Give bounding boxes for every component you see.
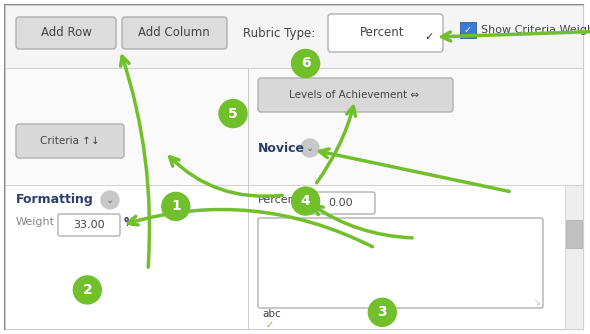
Text: Add Row: Add Row bbox=[41, 26, 91, 39]
Circle shape bbox=[73, 276, 101, 304]
Bar bbox=[248, 185, 249, 329]
Circle shape bbox=[219, 100, 247, 128]
Text: Weight: Weight bbox=[16, 217, 55, 227]
FancyBboxPatch shape bbox=[16, 124, 124, 158]
Text: ⌄: ⌄ bbox=[306, 143, 314, 153]
FancyBboxPatch shape bbox=[258, 218, 543, 308]
Text: 33.00: 33.00 bbox=[73, 220, 105, 230]
Bar bbox=[5, 185, 583, 186]
Bar bbox=[5, 68, 583, 185]
Text: abc: abc bbox=[262, 309, 281, 319]
Bar bbox=[460, 22, 476, 38]
Text: Add Column: Add Column bbox=[138, 26, 210, 39]
Circle shape bbox=[291, 49, 320, 77]
Text: 6: 6 bbox=[301, 56, 310, 70]
Bar bbox=[5, 5, 583, 68]
Text: ✓: ✓ bbox=[464, 25, 472, 35]
FancyBboxPatch shape bbox=[58, 214, 120, 236]
Bar bbox=[5, 68, 583, 69]
FancyBboxPatch shape bbox=[16, 17, 116, 49]
Text: ✓: ✓ bbox=[266, 320, 274, 330]
Text: Show Criteria Weight: Show Criteria Weight bbox=[481, 25, 590, 35]
Text: Percent: Percent bbox=[360, 26, 405, 39]
Text: 1: 1 bbox=[171, 199, 181, 213]
Text: Formatting: Formatting bbox=[16, 193, 94, 206]
Text: Rubric Type:: Rubric Type: bbox=[243, 26, 315, 39]
Circle shape bbox=[162, 192, 190, 220]
Text: 5: 5 bbox=[228, 107, 238, 121]
Bar bbox=[248, 68, 249, 185]
Circle shape bbox=[301, 139, 319, 157]
Text: Levels of Achievement ⇔: Levels of Achievement ⇔ bbox=[289, 90, 419, 100]
Bar bbox=[565, 185, 583, 329]
FancyBboxPatch shape bbox=[307, 192, 375, 214]
Text: Criteria ↑↓: Criteria ↑↓ bbox=[40, 136, 100, 146]
Text: Percent: Percent bbox=[258, 195, 300, 205]
Text: %: % bbox=[124, 215, 136, 228]
Text: ⌄: ⌄ bbox=[106, 195, 114, 205]
Text: 2: 2 bbox=[83, 283, 92, 297]
Text: 3: 3 bbox=[378, 305, 387, 319]
Text: Novice: Novice bbox=[258, 142, 305, 155]
FancyBboxPatch shape bbox=[328, 14, 443, 52]
Circle shape bbox=[101, 191, 119, 209]
Text: 4: 4 bbox=[301, 194, 310, 208]
Bar bbox=[5, 185, 583, 329]
FancyBboxPatch shape bbox=[258, 78, 453, 112]
Bar bbox=[566, 220, 582, 248]
FancyBboxPatch shape bbox=[122, 17, 227, 49]
Text: ✓: ✓ bbox=[424, 32, 434, 42]
Circle shape bbox=[291, 187, 320, 215]
Text: ↘: ↘ bbox=[533, 297, 541, 307]
Circle shape bbox=[368, 298, 396, 326]
Text: 0.00: 0.00 bbox=[329, 198, 353, 208]
